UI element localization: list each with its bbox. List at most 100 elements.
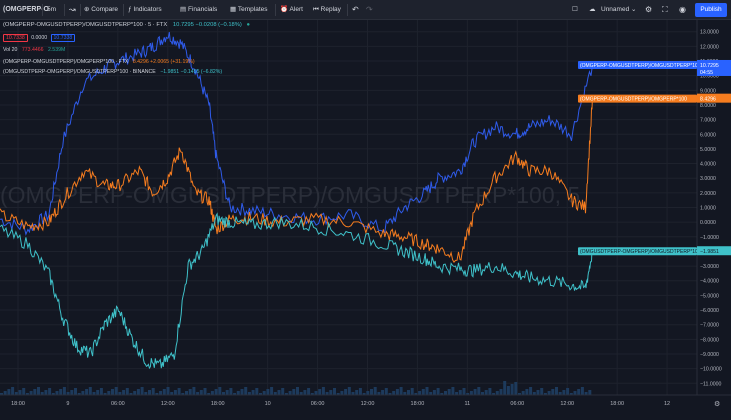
cyan-price-badge [697,246,731,256]
volume-bar [266,389,270,395]
volume-bar [29,391,33,395]
volume-bar [432,390,436,395]
indicators-button[interactable]: ƒ Indicators [128,0,162,20]
legend-main[interactable]: (OMGPERP-OMGUSDTPERP)/OMGUSDTPERP*100 · … [3,22,250,28]
volume-bar [166,387,170,395]
volume-bar [7,389,11,395]
sell-button[interactable]: 10.7338 [3,34,28,42]
volume-bar [247,392,251,395]
volume-bar [455,392,459,395]
volume-bar [355,390,359,395]
templates-icon: ▦ [230,6,237,13]
series-2-name: (OMGPERP-OMGUSDTPERP)/OMGPERP*100 · FTX [3,59,129,65]
buy-button[interactable]: 10.7338 [50,34,76,42]
volume-bar [351,392,355,395]
series-line[interactable] [0,32,593,236]
volume-label: Vol 20 [3,47,18,53]
volume-bar [377,392,381,395]
chart-canvas[interactable]: (OMGPERP-OMGUSDTPERP)/OMGUSDTPERP*100, 5… [0,20,731,415]
volume-bar [270,387,274,395]
time-tick-label: 9 [66,401,69,407]
volume-bar [488,388,492,395]
series-2-values: 8.4296 +2.0065 (+31.19%) [132,59,195,65]
volume-bar [444,391,447,395]
redo-icon[interactable]: ↷ [366,5,373,14]
volume-bar [384,388,388,395]
volume-bar [236,391,240,395]
volume-bar [399,387,403,395]
volume-bar [569,393,573,395]
time-tick-label: 18:00 [610,401,624,407]
toolbar-divider [80,4,81,16]
volume-bar [37,387,40,395]
orange-series-name-label [578,94,697,103]
volume-bar [347,387,351,395]
volume-bar [510,384,514,395]
volume-bar [88,387,92,395]
volume-bar [340,391,344,395]
templates-button[interactable]: ▦ Templates [230,0,267,20]
chevron-down-icon[interactable]: ⌄ [631,6,637,13]
candle-style-icon[interactable]: ↝ [69,5,76,14]
replay-button[interactable]: ⏮ Replay [313,0,341,20]
time-axis: 18:00 9 06:00 12:00 18:00 10 06:00 12:00 18:00 11… [0,394,731,408]
price-tick-label: 8.0000 [700,103,716,109]
fullscreen-layout-icon[interactable]: ☐ [572,6,578,13]
symbol-search[interactable]: (OMGPERP-O [3,6,49,13]
volume-bar [170,392,174,395]
legend-volume[interactable]: Vol 20 773.4466 2.539M [3,47,65,53]
indicators-label: Indicators [133,6,162,13]
volume-bar [255,388,259,395]
volume-bar [51,393,55,395]
volume-bar [259,393,262,395]
volume-bar [588,390,592,395]
volume-bar [177,388,181,395]
alert-button[interactable]: ⏰ Alert [280,0,303,20]
volume-bar [214,389,218,395]
volume-bar [284,393,288,395]
volume-bar [540,388,544,395]
series-line[interactable] [0,212,593,370]
legend-series-2[interactable]: (OMGPERP-OMGUSDTPERP)/OMGPERP*100 · FTX … [3,59,195,65]
expand-icon[interactable]: ⛶ [662,5,668,14]
volume-bar [59,389,63,395]
eye-icon[interactable]: ● [246,22,251,28]
legend-series-3[interactable]: (OMGUSDTPERP-OMGPERP)/OMGUSDTPERP*100 · … [3,69,222,75]
layout-name[interactable]: Unnamed [601,6,630,13]
chart-area[interactable]: (OMGPERP-OMGUSDTPERP)/OMGUSDTPERP*100, 5… [0,20,731,415]
volume-bar [25,393,29,395]
price-tick-label: 12.0000 [700,44,719,50]
publish-button[interactable]: Publish [695,3,727,17]
volume-bar [329,390,333,395]
series-line[interactable] [0,99,593,263]
volume-bar [125,388,129,395]
price-tick-label: −3.0000 [700,264,719,270]
series-lines [0,32,593,370]
volume-bar [22,388,26,395]
volume-bar [469,391,473,395]
volume-bar [344,389,348,395]
financials-button[interactable]: ▤ Financials [180,0,217,20]
volume-bar [3,391,7,395]
volume-bar [85,389,89,395]
price-tick-label: 3.0000 [700,176,716,182]
volume-bar [562,390,566,395]
volume-bar [118,392,122,395]
indicators-icon: ƒ [128,6,132,13]
volume-bar [310,393,314,395]
axis-settings-icon[interactable]: ⚙ [714,400,720,408]
volume-bar [414,393,418,395]
volume-bar [192,387,196,395]
interval-button[interactable]: 5m [47,6,57,13]
volume-bar [584,392,588,395]
volume-bar [477,387,481,395]
gear-icon[interactable]: ⚙ [645,5,653,14]
volume-bar [218,387,222,395]
undo-icon[interactable]: ↶ [352,5,359,14]
series-3-name: (OMGUSDTPERP-OMGPERP)/OMGUSDTPERP*100 · … [3,69,156,75]
volume-bar [558,392,562,395]
volume-bars [0,381,592,395]
compare-button[interactable]: ⊕ Compare [84,0,118,20]
camera-icon[interactable]: ◉ [679,5,686,14]
volume-bar [410,388,414,395]
